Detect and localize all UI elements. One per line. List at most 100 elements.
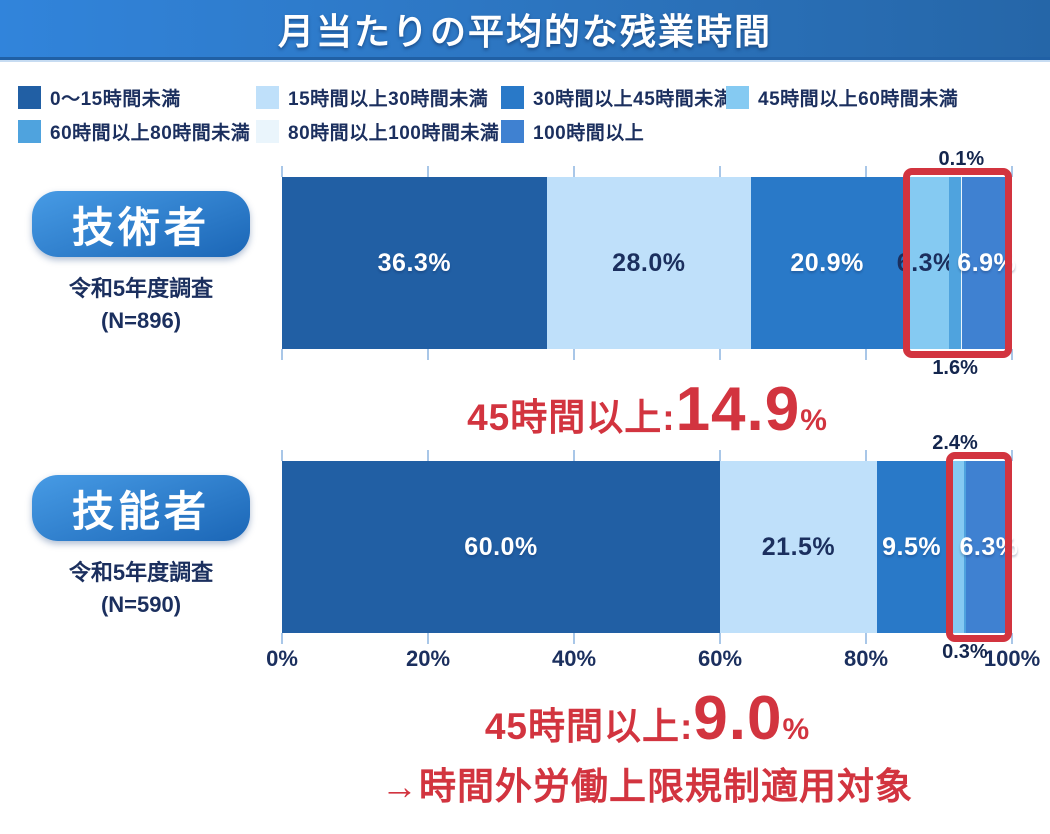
summary-engineers: 45時間以上:14.9% — [282, 379, 1012, 441]
group-badge-skilled-workers: 技能者 — [32, 475, 250, 541]
x-axis-tick-label: 100% — [983, 646, 1041, 671]
x-axis-tick-label: 60% — [697, 646, 743, 671]
chart-skilled-workers-header: 技能者 令和5年度調査 (N=590) — [0, 461, 282, 672]
legend-label: 15時間以上30時間未満 — [288, 89, 489, 110]
legend-label: 0〜15時間未満 — [50, 89, 181, 110]
group-badge-label: 技能者 — [71, 487, 210, 535]
legend-label: 30時間以上45時間未満 — [533, 89, 734, 110]
callout-label: 0.3% — [942, 641, 988, 663]
summary-value: 9.0 — [693, 684, 783, 753]
highlight-box — [903, 168, 1012, 358]
summary-unit: % — [782, 713, 810, 746]
legend-swatch — [18, 120, 41, 143]
legend-swatch — [501, 120, 524, 143]
stacked-bar: 36.3% 28.0% 20.9% 6.3% 6.9% — [282, 177, 1016, 349]
summary-prefix: 45時間以上: — [484, 706, 694, 747]
x-axis-labels: 0% 20% 40% 60% 80% 100% — [266, 646, 1040, 672]
segment-value-label: 9.5% — [882, 532, 942, 561]
axis-tick — [719, 450, 721, 461]
plot-area-skilled-workers: 60.0% 21.5% 9.5% 6.3% 2.4% 0.3% — [281, 432, 1018, 663]
legend-item-5: 80時間以上100時間未満 — [256, 118, 501, 145]
legend-label: 80時間以上100時間未満 — [288, 123, 500, 144]
callout-label: 2.4% — [932, 432, 978, 454]
title-banner: 月当たりの平均的な残業時間 — [0, 0, 1050, 60]
chart-skilled-workers: 技能者 令和5年度調査 (N=590) 60.0% 21.5% 9.5% 6.3% 2… — [0, 432, 1050, 672]
segment-value-label: 20.9% — [790, 248, 864, 277]
legend-item-6: 100時間以上 — [501, 118, 726, 145]
plot-column-engineers: 36.3% 28.0% 20.9% 6.3% 6.9% 0.1% 1.6% — [281, 148, 1016, 379]
survey-sample-size: (N=896) — [100, 307, 182, 333]
bar-segment-4 — [963, 461, 966, 633]
bar-segment-5 — [960, 177, 962, 349]
axis-tick — [573, 166, 575, 177]
survey-info-engineers: 令和5年度調査 (N=896) — [69, 273, 213, 337]
bar-segment-0: 36.3% — [282, 177, 547, 349]
axis-tick — [719, 166, 721, 177]
group-badge-label: 技術者 — [71, 203, 210, 251]
x-axis-tick-label: 0% — [266, 646, 298, 671]
legend-item-0: 0〜15時間未満 — [18, 84, 256, 111]
survey-sample-size: (N=590) — [100, 591, 182, 617]
legend-item-4: 60時間以上80時間未満 — [18, 118, 256, 145]
survey-year: 令和5年度調査 — [68, 276, 214, 301]
highlight-box — [946, 452, 1012, 642]
group-badge-engineers: 技術者 — [32, 191, 250, 257]
segment-value-label: 21.5% — [761, 532, 836, 561]
bar-segment-2: 20.9% — [750, 177, 904, 349]
axis-tick — [281, 450, 283, 461]
segment-value-label: 36.3% — [377, 248, 452, 277]
axis-tick — [719, 349, 721, 360]
legend: 0〜15時間未満 15時間以上30時間未満 30時間以上45時間未満 45時間以上60… — [0, 62, 1050, 145]
legend-swatch — [256, 86, 279, 109]
overtime-infographic: 月当たりの平均的な残業時間 0〜15時間未満 15時間以上30時間未満 30時間以上… — [0, 0, 1050, 807]
bar-segment-1: 28.0% — [546, 177, 751, 349]
axis-tick — [1011, 349, 1013, 360]
plot-area-engineers: 36.3% 28.0% 20.9% 6.3% 6.9% 0.1% 1.6% — [281, 148, 1016, 379]
bar-segment-0: 60.0% — [282, 461, 720, 633]
survey-info-skilled-workers: 令和5年度調査 (N=590) — [69, 557, 213, 621]
axis-tick — [281, 166, 283, 177]
regulation-note: →時間外労働上限規制適用対象 — [381, 766, 913, 807]
legend-label: 45時間以上60時間未満 — [758, 89, 959, 110]
axis-tick — [427, 633, 429, 644]
axis-tick — [427, 166, 429, 177]
x-axis-tick-label: 80% — [843, 646, 889, 671]
callout-label: 1.6% — [932, 357, 978, 379]
x-axis-tick-label: 20% — [405, 646, 451, 671]
axis-tick — [865, 450, 867, 461]
survey-year: 令和5年度調査 — [68, 560, 214, 585]
stacked-bar: 60.0% 21.5% 9.5% 6.3% — [282, 461, 1018, 633]
axis-tick — [281, 633, 283, 644]
axis-tick — [573, 450, 575, 461]
legend-item-2: 30時間以上45時間未満 — [501, 84, 733, 111]
axis-tick — [427, 349, 429, 360]
bar-segment-1: 21.5% — [720, 461, 877, 633]
chart-engineers-header: 技術者 令和5年度調査 (N=896) — [0, 177, 282, 349]
axis-tick — [865, 633, 867, 644]
legend-swatch — [726, 86, 749, 109]
chart-engineers: 技術者 令和5年度調査 (N=896) 36.3% 28.0% 20.9% 6.3% 6… — [0, 148, 1050, 379]
segment-value-label: 28.0% — [612, 248, 686, 277]
banner-underline — [0, 60, 1050, 62]
axis-tick — [865, 166, 867, 177]
axis-tick — [1011, 450, 1013, 461]
page-title: 月当たりの平均的な残業時間 — [277, 10, 772, 52]
axis-tick — [719, 633, 721, 644]
summary-prefix: 45時間以上: — [467, 397, 676, 438]
summary-unit: % — [800, 404, 827, 437]
legend-label: 60時間以上80時間未満 — [50, 123, 251, 144]
axis-tick — [427, 450, 429, 461]
bar-segment-2: 9.5% — [876, 461, 947, 633]
legend-swatch — [501, 86, 524, 109]
axis-tick — [1011, 166, 1013, 177]
callout-label: 0.1% — [938, 148, 985, 170]
segment-value-label: 60.0% — [464, 532, 538, 561]
legend-swatch — [256, 120, 279, 143]
legend-item-1: 15時間以上30時間未満 — [256, 84, 501, 111]
legend-item-3: 45時間以上60時間未満 — [726, 84, 1050, 111]
axis-tick — [865, 349, 867, 360]
plot-column-skilled-workers: 60.0% 21.5% 9.5% 6.3% 2.4% 0.3% 0% 20% 40% 60% 8… — [266, 432, 1040, 672]
legend-swatch — [18, 86, 41, 109]
axis-tick — [281, 349, 283, 360]
axis-tick — [573, 633, 575, 644]
